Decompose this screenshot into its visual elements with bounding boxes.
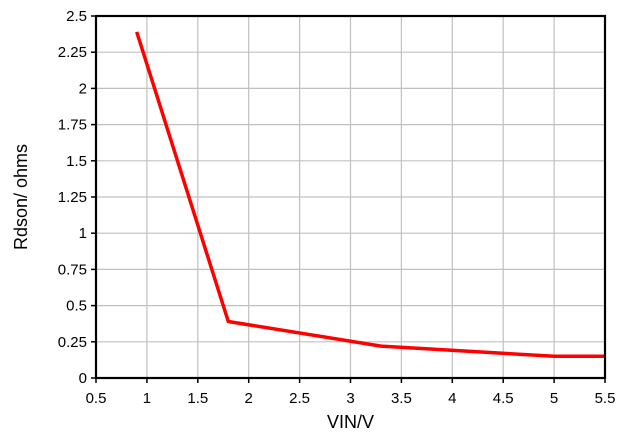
series-layer xyxy=(135,31,605,359)
x-tick-label: 5 xyxy=(550,390,558,407)
x-tick-label: 5.5 xyxy=(595,390,616,407)
y-axis-label: Rdson/ ohms xyxy=(11,144,31,250)
y-tick-label: 2.5 xyxy=(66,8,87,25)
x-tick-label: 1 xyxy=(143,390,151,407)
x-tick-label: 2.5 xyxy=(289,390,310,407)
axis-ticks xyxy=(91,15,606,383)
y-tick-label: 2 xyxy=(79,80,87,97)
series-line-0 xyxy=(135,31,605,359)
x-tick-label: 3 xyxy=(346,390,354,407)
y-tick-label: 0 xyxy=(79,370,87,387)
y-tick-labels: 0 0.25 0.5 0.75 1 1.25 1.5 1.75 2 2.25 2.5 xyxy=(58,8,87,387)
y-tick-label: 2.25 xyxy=(58,44,87,61)
y-tick-label: 1 xyxy=(79,225,87,242)
x-tick-label: 3.5 xyxy=(391,390,412,407)
y-tick-label: 1.25 xyxy=(58,189,87,206)
y-tick-label: 1.5 xyxy=(66,153,87,170)
x-tick-label: 4 xyxy=(448,390,456,407)
grid xyxy=(95,15,606,379)
y-tick-label: 0.75 xyxy=(58,261,87,278)
x-tick-label: 1.5 xyxy=(187,390,208,407)
y-tick-label: 0.5 xyxy=(66,298,87,315)
y-tick-label: 0.25 xyxy=(58,334,87,351)
x-tick-label: 0.5 xyxy=(86,390,107,407)
x-tick-labels: 0.5 1 1.5 2 2.5 3 3.5 4 4.5 5 5.5 xyxy=(86,390,616,407)
y-tick-label: 1.75 xyxy=(58,117,87,134)
x-tick-label: 2 xyxy=(245,390,253,407)
x-tick-label: 4.5 xyxy=(493,390,514,407)
x-axis-label: VIN/V xyxy=(327,412,374,432)
